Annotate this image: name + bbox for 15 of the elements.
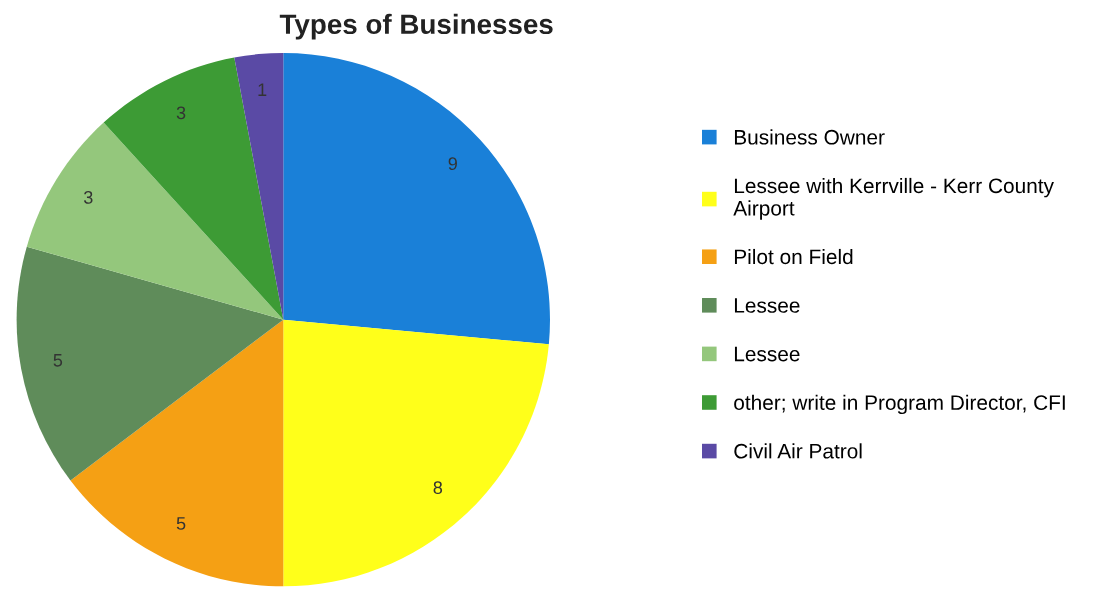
legend-label: Civil Air Patrol — [734, 443, 862, 459]
legend-label: other; write in Program Director, CFI — [734, 394, 1065, 415]
legend-label: Pilot on Field — [734, 248, 853, 265]
data-label: 3 — [83, 191, 93, 204]
data-label: 5 — [53, 354, 63, 367]
data-label: 8 — [433, 481, 443, 495]
data-label: 5 — [176, 517, 186, 530]
legend-label: Lessee — [734, 298, 800, 313]
legend-label: Lessee with Kerrville - Kerr County Airport — [733, 177, 1054, 220]
legend-label: Lessee — [734, 346, 800, 362]
data-label: 1 — [258, 83, 267, 96]
data-label: 9 — [448, 157, 457, 171]
data-label: 3 — [176, 106, 186, 120]
legend-label: Business Owner — [734, 129, 885, 145]
chart-title: Types of Businesses — [279, 13, 553, 40]
